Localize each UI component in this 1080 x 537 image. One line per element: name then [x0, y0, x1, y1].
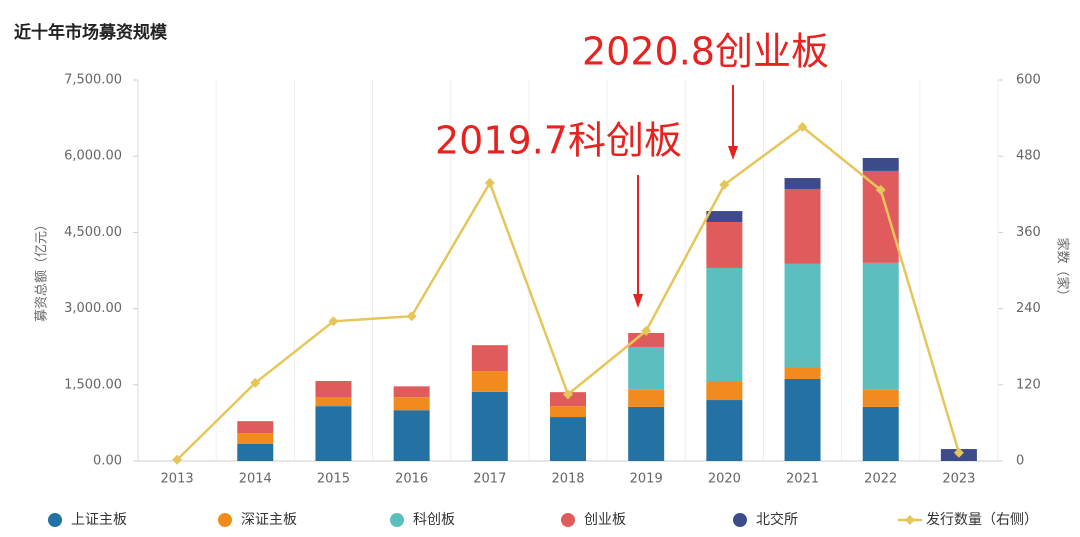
y2-tick-label: 600 [1016, 73, 1041, 88]
y2-tick-label: 480 [1016, 149, 1041, 164]
bar-segment [706, 400, 743, 461]
line-point [563, 389, 573, 400]
x-tick-label: 2017 [473, 472, 506, 487]
y-tick-label: 3,000.00 [64, 301, 122, 316]
bar-segment [784, 178, 821, 189]
bar-segment [706, 267, 743, 381]
x-tick-label: 2021 [786, 472, 819, 487]
bar-segment [393, 397, 430, 411]
line-point [172, 454, 183, 465]
arrow-head [728, 146, 738, 160]
y2-tick-label: 0 [1016, 454, 1024, 469]
bar-segment [706, 211, 743, 222]
x-tick-label: 2016 [395, 472, 428, 487]
bar-segment [784, 378, 821, 461]
bar-segment [315, 406, 352, 461]
x-tick-label: 2022 [864, 472, 897, 487]
x-tick-label: 2015 [317, 472, 350, 487]
y-axis-label: 募资总额（亿元） [35, 218, 50, 322]
bar-segment [471, 371, 508, 392]
legend-label: 上证主板 [71, 512, 127, 528]
bar-segment [628, 332, 665, 347]
legend-marker [905, 515, 915, 525]
bar-segment [315, 396, 352, 407]
bar-segment [628, 406, 665, 461]
line-point [328, 316, 339, 327]
y-tick-label: 1,500.00 [64, 377, 122, 392]
x-tick-label: 2014 [239, 472, 272, 487]
legend-marker [218, 513, 232, 527]
arrow-head [633, 294, 643, 308]
line-point [484, 177, 495, 188]
bar-segment [471, 345, 508, 372]
y2-tick-label: 120 [1016, 377, 1041, 392]
bar-segment [315, 380, 352, 397]
x-tick-label: 2020 [708, 472, 741, 487]
y2-axis-label: 家数（家） [1055, 237, 1071, 302]
line-point [875, 184, 886, 195]
x-tick-label: 2019 [630, 472, 663, 487]
y-tick-label: 0.00 [93, 454, 122, 469]
bar-segment [784, 263, 821, 368]
bar-segment [237, 433, 274, 444]
bar-segment [393, 386, 430, 398]
line-point [406, 311, 417, 322]
legend-label: 深证主板 [241, 512, 297, 528]
legend-marker [561, 513, 575, 527]
bar-segment [706, 221, 743, 268]
legend-marker [733, 513, 747, 527]
annotation: 2020.8创业板 [582, 30, 829, 74]
legend-marker [48, 513, 62, 527]
y-tick-label: 7,500.00 [64, 73, 122, 88]
bar-segment [862, 157, 899, 171]
x-tick-label: 2013 [161, 472, 194, 487]
bar-segment [628, 389, 665, 407]
line-point [953, 447, 964, 458]
bar-segment [784, 188, 821, 264]
x-tick-label: 2023 [942, 472, 975, 487]
legend-marker [390, 513, 404, 527]
bar-segment [550, 406, 586, 418]
line-point [719, 179, 730, 190]
bar-segment [862, 262, 899, 390]
line-point [641, 325, 652, 336]
y-tick-label: 6,000.00 [64, 149, 122, 164]
bar-segment [706, 380, 743, 401]
bar-segment [471, 391, 508, 461]
bar-segment [237, 421, 274, 434]
bar-segment [862, 170, 899, 263]
line-point [250, 377, 261, 388]
bar-segment [550, 417, 586, 461]
legend-label: 发行数量（右侧） [926, 512, 1038, 528]
y2-tick-label: 240 [1016, 301, 1041, 316]
bar-segment [862, 389, 899, 407]
bar-segment [628, 346, 665, 390]
annotation: 2019.7科创板 [435, 119, 682, 163]
legend-label: 科创板 [413, 512, 455, 528]
chart-title: 近十年市场募资规模 [14, 22, 168, 43]
bar-segment [237, 443, 274, 461]
legend-label: 创业板 [584, 512, 626, 528]
bar-segment [393, 410, 430, 461]
y2-tick-label: 360 [1016, 225, 1041, 240]
bar-segment [784, 367, 821, 379]
line-point [797, 121, 808, 132]
legend-label: 北交所 [756, 511, 798, 528]
x-tick-label: 2018 [551, 472, 584, 487]
y-tick-label: 4,500.00 [64, 225, 122, 240]
bar-segment [862, 406, 899, 461]
